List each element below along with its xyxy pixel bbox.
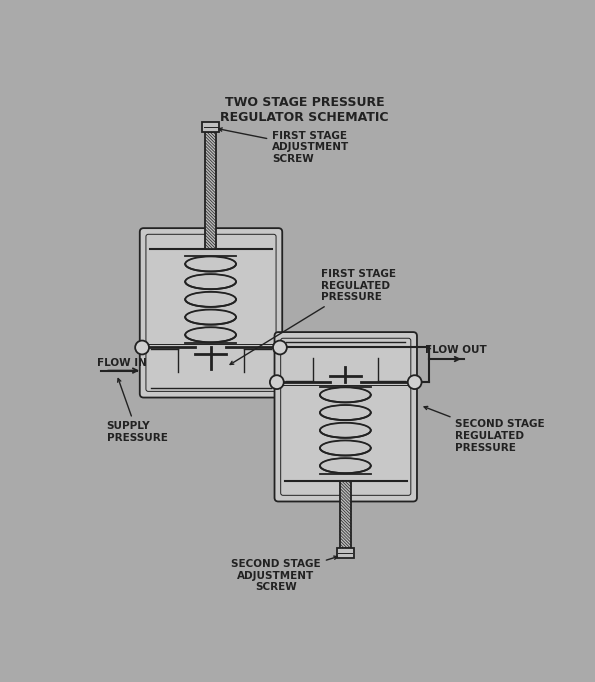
Bar [202, 122, 219, 132]
FancyBboxPatch shape [274, 332, 417, 501]
Text: FIRST STAGE
REGULATED
PRESSURE: FIRST STAGE REGULATED PRESSURE [230, 269, 396, 364]
FancyBboxPatch shape [281, 338, 411, 495]
Text: SUPPLY
PRESSURE: SUPPLY PRESSURE [107, 379, 168, 443]
Circle shape [270, 375, 284, 389]
FancyBboxPatch shape [146, 235, 276, 391]
Circle shape [135, 340, 149, 355]
Circle shape [408, 375, 422, 389]
Bar [340, 481, 350, 548]
Text: FIRST STAGE
ADJUSTMENT
SCREW: FIRST STAGE ADJUSTMENT SCREW [219, 128, 349, 164]
FancyBboxPatch shape [140, 228, 282, 398]
Bar [205, 132, 216, 249]
Text: SECOND STAGE
REGULATED
PRESSURE: SECOND STAGE REGULATED PRESSURE [424, 406, 545, 453]
Text: SECOND STAGE
ADJUSTMENT
SCREW: SECOND STAGE ADJUSTMENT SCREW [231, 556, 337, 593]
Text: FLOW OUT: FLOW OUT [425, 345, 487, 355]
Circle shape [273, 340, 287, 355]
Text: TWO STAGE PRESSURE
REGULATOR SCHEMATIC: TWO STAGE PRESSURE REGULATOR SCHEMATIC [220, 95, 389, 123]
Text: FLOW IN: FLOW IN [98, 358, 148, 368]
Bar [337, 548, 354, 558]
